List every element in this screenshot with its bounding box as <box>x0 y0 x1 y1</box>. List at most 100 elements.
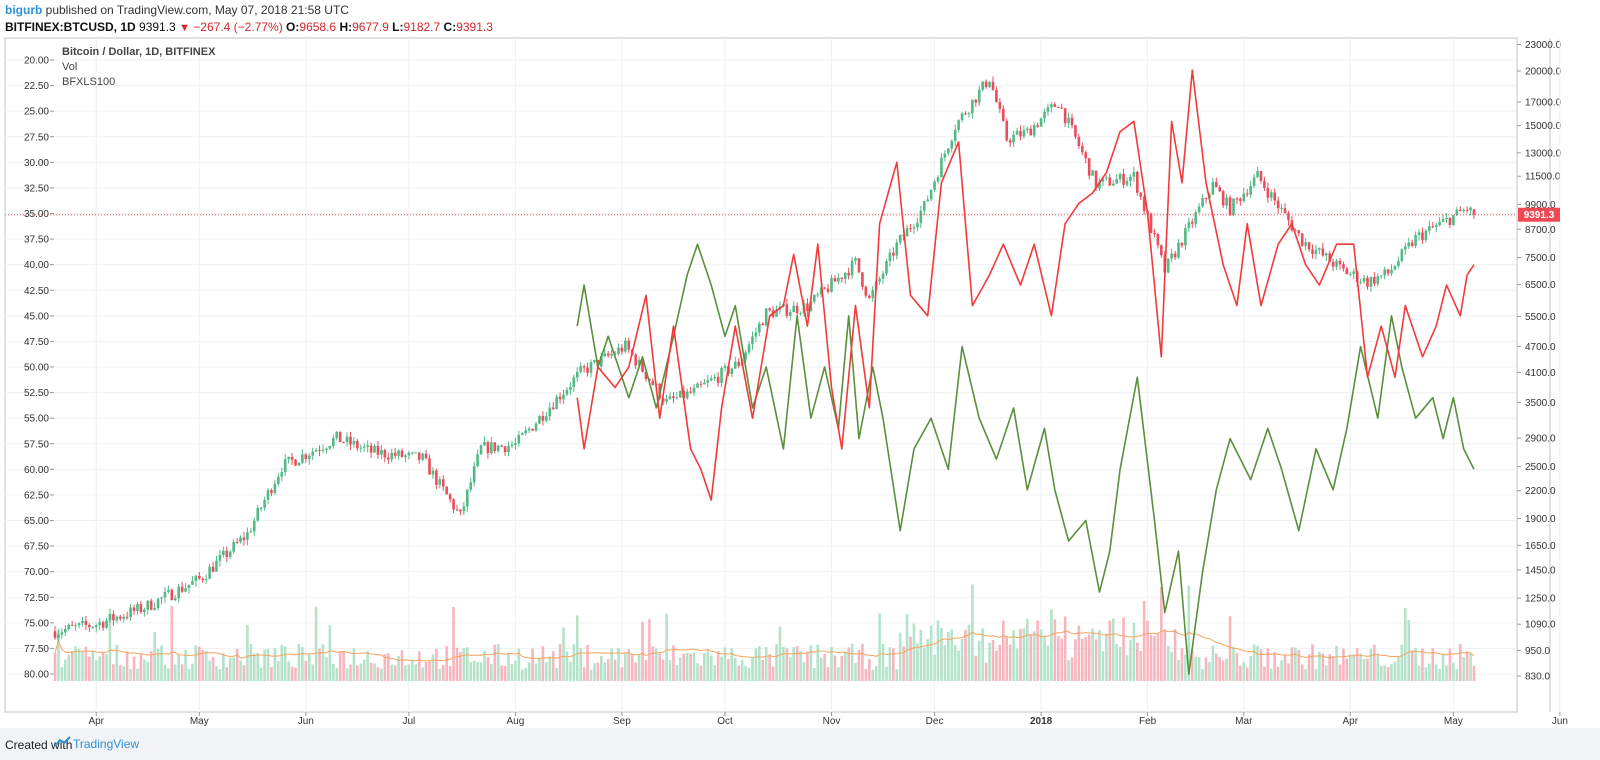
volume-bar <box>1386 667 1390 681</box>
candle-body <box>709 378 713 381</box>
volume-bar <box>431 654 435 681</box>
volume-bar <box>960 638 964 681</box>
volume-bar <box>1084 636 1088 681</box>
candle-body <box>180 586 184 592</box>
volume-bar <box>115 644 119 681</box>
candle-body <box>919 210 923 223</box>
volume-bar <box>1455 669 1459 681</box>
candle-body <box>898 235 902 243</box>
candle-body <box>1283 208 1287 214</box>
candle-body <box>91 627 95 629</box>
x-tick-label: Jun <box>298 716 314 727</box>
candle-body <box>198 575 201 579</box>
volume-bar <box>390 664 394 681</box>
candle-body <box>1441 219 1445 222</box>
volume-bar <box>1472 665 1476 681</box>
volume-bar <box>1280 660 1283 681</box>
candle-body <box>641 360 644 372</box>
candle-body <box>476 454 479 467</box>
candle-body <box>1070 117 1074 126</box>
candle-body <box>1469 207 1472 211</box>
candle-body <box>211 566 215 572</box>
volume-bar <box>1287 663 1290 681</box>
volume-bar <box>977 640 981 681</box>
candle-body <box>1043 111 1046 119</box>
candle-body <box>1242 193 1246 202</box>
right-tick-label: 17000.0 <box>1525 97 1562 108</box>
volume-bar <box>57 628 60 681</box>
volume-bar <box>105 654 108 681</box>
candle-body <box>1081 146 1084 153</box>
candle-body <box>988 81 991 88</box>
volume-bar <box>1201 669 1204 681</box>
volume-bar <box>1067 659 1070 681</box>
candle-body <box>328 446 332 449</box>
volume-bar <box>758 646 761 681</box>
x-tick-label: Dec <box>926 716 944 727</box>
price-chart[interactable]: 80.00 77.50 75.00 72.50 70.00 67.50 65.00 62.50… <box>0 0 1600 728</box>
tradingview-brand-link[interactable]: TradingView <box>73 737 140 751</box>
candle-body <box>1215 182 1218 188</box>
candle-body <box>438 479 442 485</box>
volume-bar <box>1001 620 1005 681</box>
volume-bar <box>1105 633 1108 681</box>
candle-body <box>524 430 528 434</box>
volume-bar <box>225 667 229 681</box>
volume-bar <box>830 647 833 681</box>
volume-bar <box>833 655 837 681</box>
volume-bar <box>654 648 658 681</box>
volume-bar <box>194 645 198 681</box>
candle-body <box>909 228 912 230</box>
volume-bar <box>1091 628 1094 681</box>
volume-bar <box>1431 647 1435 681</box>
candle-body <box>338 431 342 442</box>
candle-body <box>129 607 132 618</box>
candle-body <box>277 476 280 484</box>
last-price: 9391.3 <box>139 20 176 34</box>
candle-body <box>167 589 170 592</box>
volume-bar <box>754 648 758 681</box>
volume-bar <box>125 651 129 681</box>
bfxls100-line <box>576 243 1475 675</box>
right-tick-label: 1650.0 <box>1525 541 1556 552</box>
candle-body <box>1324 253 1328 256</box>
candle-body <box>486 442 490 454</box>
volume-bar <box>1026 619 1029 681</box>
volume-bar <box>369 662 373 681</box>
author-link[interactable]: bigurb <box>5 3 43 17</box>
volume-bar <box>1400 644 1404 681</box>
volume-bar <box>297 644 301 681</box>
candle-body <box>493 442 497 451</box>
volume-bar <box>1373 644 1376 681</box>
candle-body <box>1170 253 1173 259</box>
volume-bar <box>902 646 905 681</box>
volume-bar <box>1032 631 1036 681</box>
candle-body <box>98 622 101 626</box>
volume-bar <box>644 660 648 681</box>
volume-bar <box>91 651 95 681</box>
volume-bar <box>1359 653 1362 681</box>
volume-bar <box>318 648 321 681</box>
volume-bar <box>984 662 988 681</box>
candle-body <box>960 113 964 121</box>
volume-bar <box>1187 585 1191 681</box>
volume-bar <box>1087 634 1091 681</box>
volume-bar <box>307 654 311 681</box>
candle-body <box>531 428 534 431</box>
candle-body <box>1335 260 1338 267</box>
volume-bar <box>620 667 624 681</box>
candle-body <box>321 449 325 451</box>
volume-bar <box>548 656 552 681</box>
candle-body <box>1125 181 1129 185</box>
candle-body <box>651 380 655 385</box>
volume-bar <box>1022 628 1026 681</box>
volume-bar <box>404 665 407 681</box>
candle-body <box>1428 226 1431 231</box>
candle-body <box>861 272 864 287</box>
candle-body <box>1410 242 1414 246</box>
candle-body <box>1067 117 1070 124</box>
candle-body <box>758 323 761 333</box>
candle-body <box>672 396 675 399</box>
left-tick-label: 42.50 <box>24 286 49 297</box>
volume-bar <box>524 667 528 681</box>
